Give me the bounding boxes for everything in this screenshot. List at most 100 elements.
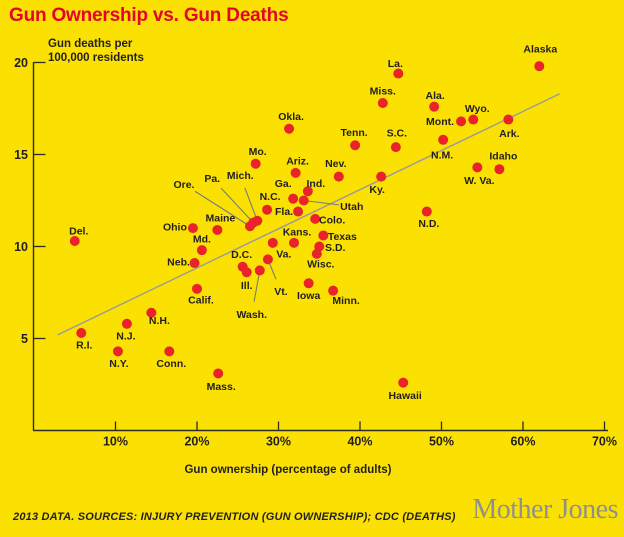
data-point xyxy=(213,368,224,379)
data-point-label: Pa. xyxy=(204,173,220,185)
chart-title: Gun Ownership vs. Gun Deaths xyxy=(9,5,289,26)
data-point-label: Mich. xyxy=(227,170,254,182)
data-point xyxy=(456,116,467,127)
data-point-label: Tenn. xyxy=(340,127,367,139)
data-point xyxy=(494,164,505,175)
data-point-label: Mont. xyxy=(426,116,454,128)
data-point-label: Minn. xyxy=(332,295,359,307)
data-point xyxy=(164,346,175,357)
data-point-label: D.C. xyxy=(231,249,252,261)
data-point xyxy=(241,267,252,278)
data-point xyxy=(333,171,344,182)
data-point-label: Va. xyxy=(276,248,291,260)
data-point-label: N.D. xyxy=(418,218,439,230)
data-point-label: Idaho xyxy=(489,151,517,163)
data-point xyxy=(244,221,255,232)
data-point-label: Wyo. xyxy=(465,103,490,115)
y-tick-label: 5 xyxy=(21,332,28,346)
data-point xyxy=(472,162,483,173)
source-note: 2013 DATA. SOURCES: INJURY PREVENTION (G… xyxy=(13,511,456,523)
data-point xyxy=(398,377,409,388)
data-point xyxy=(262,204,273,215)
data-point xyxy=(390,142,401,153)
data-point-label: Ill. xyxy=(241,280,253,292)
y-axis-title-line1: Gun deaths per xyxy=(48,38,133,50)
data-point-label: Mass. xyxy=(207,381,236,393)
data-point-label: Ore. xyxy=(173,179,194,191)
data-point-label: Ala. xyxy=(426,90,445,102)
data-point xyxy=(196,245,207,256)
data-point xyxy=(534,61,545,72)
data-point xyxy=(290,167,301,178)
leader-line xyxy=(303,199,339,206)
data-point-label: Ariz. xyxy=(286,155,309,167)
x-tick-label: 40% xyxy=(347,435,372,449)
data-point-label: S.C. xyxy=(387,128,408,140)
data-point-label: Vt. xyxy=(274,286,288,298)
data-point xyxy=(69,235,80,246)
data-point xyxy=(393,68,404,79)
data-point xyxy=(302,186,313,197)
data-point-label: La. xyxy=(388,58,403,70)
x-tick-label: 20% xyxy=(184,435,209,449)
data-point-label: R.I. xyxy=(76,339,92,351)
data-point xyxy=(311,248,322,259)
data-point-label: Ind. xyxy=(307,178,326,190)
y-axis-title: Gun deaths per 100,000 residents xyxy=(48,37,144,65)
data-point-label: Texas xyxy=(328,231,357,243)
data-point xyxy=(503,114,514,125)
data-point xyxy=(76,327,87,338)
data-point-label: Alaska xyxy=(523,44,557,56)
x-tick-label: 70% xyxy=(592,435,617,449)
y-tick-label: 15 xyxy=(14,148,28,162)
data-point xyxy=(310,213,321,224)
data-point xyxy=(429,101,440,112)
data-point-label: N.H. xyxy=(149,315,170,327)
data-point xyxy=(212,224,223,235)
data-point-label: Iowa xyxy=(297,290,320,302)
trend-line xyxy=(57,93,560,336)
data-point xyxy=(121,318,132,329)
data-point xyxy=(262,254,273,265)
leader-line xyxy=(244,187,258,221)
data-point-label: Ky. xyxy=(369,184,385,196)
data-point-label: Okla. xyxy=(278,111,304,123)
y-axis-title-line2: 100,000 residents xyxy=(48,52,144,64)
data-point-label: Ga. xyxy=(275,178,292,190)
data-point-label: Wash. xyxy=(236,309,267,321)
data-point-label: Md. xyxy=(193,234,211,246)
data-point-label: Conn. xyxy=(156,358,186,370)
data-point-label: Fla. xyxy=(275,206,293,218)
data-point-label: N.C. xyxy=(260,191,281,203)
data-point-label: Ohio xyxy=(163,222,187,234)
data-point-label: S.D. xyxy=(325,242,346,254)
x-tick-label: 60% xyxy=(510,435,535,449)
data-point-label: Colo. xyxy=(319,214,345,226)
data-point-label: Nev. xyxy=(325,158,346,170)
data-point xyxy=(284,123,295,134)
leader-line xyxy=(253,270,261,302)
data-point-label: Maine xyxy=(205,212,235,224)
data-point xyxy=(187,223,198,234)
data-point xyxy=(298,195,309,206)
data-point xyxy=(303,278,314,289)
data-point xyxy=(293,206,304,217)
data-point-label: N.M. xyxy=(431,149,453,161)
x-tick-label: 30% xyxy=(266,435,291,449)
brand-logo: Mother Jones xyxy=(472,494,618,525)
data-point xyxy=(377,97,388,108)
data-point xyxy=(328,285,339,296)
scatter-plot: 20 15 10 5 10% 20% 30% 40% 50% 60% 70% Alaska La. Mis… xyxy=(14,44,617,449)
data-point xyxy=(112,346,123,357)
data-point-label: N.J. xyxy=(116,330,135,342)
data-point-label: Wisc. xyxy=(307,258,334,270)
leader-line xyxy=(194,190,251,227)
x-tick-label: 10% xyxy=(103,435,128,449)
data-point xyxy=(288,237,299,248)
data-point-label: N.Y. xyxy=(109,358,128,370)
data-point-label: Del. xyxy=(69,225,88,237)
data-point xyxy=(350,140,361,151)
data-point xyxy=(468,114,479,125)
data-point-label: Hawaii xyxy=(389,390,422,402)
